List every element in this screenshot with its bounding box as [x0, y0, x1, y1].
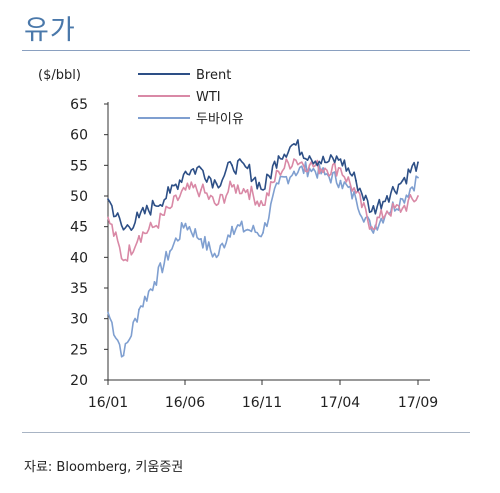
- series-point: [417, 195, 419, 197]
- series-point: [370, 228, 373, 231]
- series-point: [184, 222, 187, 225]
- series-point: [293, 143, 295, 145]
- y-tick-label: 30: [70, 312, 88, 328]
- page-title: 유가: [24, 15, 76, 46]
- series-point: [169, 207, 171, 210]
- x-tick-label: 17/09: [398, 395, 438, 411]
- y-tick-label: 60: [70, 128, 88, 144]
- series-point: [417, 161, 419, 164]
- series-point: [246, 189, 249, 191]
- y-tick-label: 35: [70, 281, 88, 297]
- series-point: [262, 231, 264, 234]
- series-point: [138, 216, 140, 219]
- series-point: [200, 189, 202, 191]
- series-point: [153, 281, 156, 283]
- series-point: [231, 225, 233, 228]
- y-tick-label: 55: [70, 158, 88, 174]
- series-point: [262, 189, 264, 191]
- series-point: [246, 167, 249, 170]
- series-point: [122, 228, 125, 231]
- x-tick-label: 16/01: [88, 395, 128, 411]
- series-point: [262, 204, 264, 207]
- series-point: [324, 173, 326, 176]
- series-point: [138, 235, 140, 237]
- series-point: [138, 308, 140, 311]
- series-point: [153, 225, 156, 228]
- x-tick-label: 16/06: [165, 395, 205, 411]
- x-tick-label: 16/11: [242, 395, 282, 411]
- y-tick-label: 45: [70, 220, 88, 236]
- y-tick-label: 25: [70, 342, 88, 358]
- series-point: [401, 207, 404, 210]
- y-tick-label: 65: [70, 97, 88, 113]
- series-line-: [107, 161, 419, 358]
- y-tick-label: 50: [70, 189, 88, 205]
- chart-series: [107, 139, 419, 358]
- series-point: [122, 354, 125, 357]
- top-rule: [22, 50, 470, 51]
- series-point: [184, 170, 187, 173]
- series-point: [184, 189, 187, 191]
- series-point: [200, 167, 202, 170]
- series-point: [231, 164, 233, 167]
- series-point: [277, 182, 280, 185]
- series-point: [355, 198, 357, 201]
- series-point: [401, 198, 404, 201]
- series-point: [355, 179, 357, 182]
- series-point: [215, 204, 218, 207]
- series-point: [417, 176, 419, 179]
- series-point: [200, 238, 202, 240]
- series-point: [277, 155, 280, 158]
- series-line-brent: [107, 139, 419, 231]
- series-point: [293, 170, 295, 173]
- series-point: [370, 210, 373, 213]
- series-point: [293, 158, 295, 161]
- series-point: [339, 158, 342, 161]
- chart-legend: Brent WTI 두바이유: [138, 68, 244, 127]
- series-point: [355, 192, 357, 194]
- series-point: [308, 164, 311, 167]
- bottom-rule: [22, 432, 470, 433]
- series-point: [215, 182, 218, 185]
- y-tick-label: 20: [70, 373, 88, 389]
- x-tick-label: 17/04: [320, 395, 360, 411]
- series-point: [401, 179, 404, 182]
- y-tick-label: 40: [70, 250, 88, 266]
- legend-label: WTI: [196, 90, 221, 105]
- series-point: [153, 204, 156, 207]
- series-point: [107, 311, 109, 314]
- series-point: [107, 198, 109, 201]
- series-point: [370, 225, 373, 228]
- series-point: [169, 192, 171, 194]
- series-point: [277, 170, 280, 173]
- series-point: [324, 161, 326, 164]
- source-note: 자료: Bloomberg, 키움증권: [24, 460, 184, 475]
- series-point: [246, 228, 249, 231]
- series-point: [324, 167, 326, 170]
- series-point: [215, 256, 218, 259]
- series-point: [107, 216, 109, 219]
- series-point: [231, 185, 233, 188]
- series-point: [339, 179, 342, 182]
- series-point: [386, 210, 388, 213]
- series-point: [122, 259, 125, 262]
- series-point: [169, 250, 171, 253]
- legend-label: Brent: [196, 68, 231, 83]
- y-axis-unit-label: ($/bbl): [38, 68, 81, 83]
- series-point: [386, 195, 388, 197]
- series-point: [339, 167, 342, 170]
- legend-label: 두바이유: [196, 112, 244, 127]
- series-point: [308, 155, 311, 158]
